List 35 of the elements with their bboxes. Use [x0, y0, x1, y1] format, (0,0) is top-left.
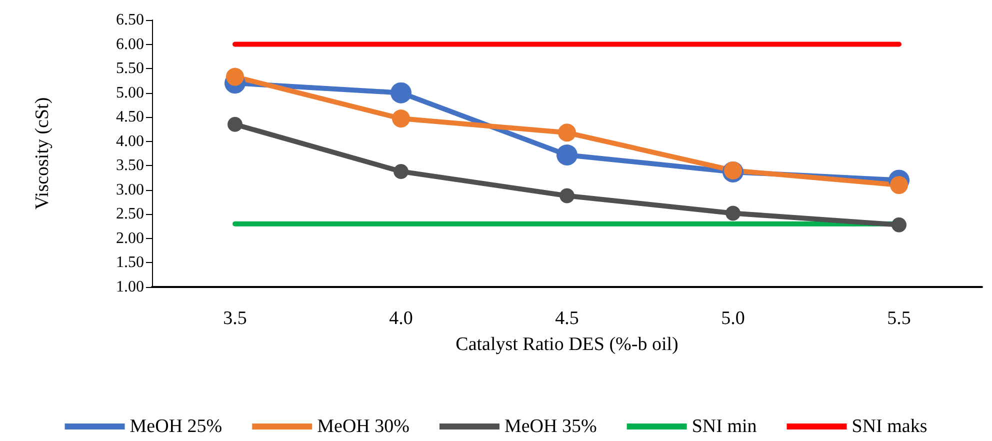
point [892, 217, 906, 232]
y-tick-label: 4.50 [116, 108, 144, 126]
x-tick-label: 4.5 [555, 308, 579, 329]
y-tick-label: 5.50 [116, 60, 144, 78]
point [558, 124, 576, 142]
point [726, 206, 740, 221]
y-tick-label: 3.00 [116, 181, 144, 198]
point [390, 82, 412, 104]
point [556, 144, 578, 166]
y-tick-label: 4.00 [116, 132, 144, 150]
y-tick-label: 1.50 [116, 254, 144, 272]
y-tick-label: 6.50 [116, 12, 144, 28]
point [226, 68, 244, 86]
y-tick-label: 6.00 [116, 36, 144, 53]
legend-label: MeOH 30% [317, 416, 410, 437]
legend-label: SNI min [692, 416, 758, 437]
y-tick-label: 2.50 [116, 206, 144, 223]
legend-label: SNI maks [852, 416, 928, 437]
legend-label: MeOH 35% [504, 416, 597, 437]
point [228, 116, 242, 132]
x-tick-label: 5.0 [721, 308, 745, 329]
y-tick-label: 5.00 [116, 84, 144, 102]
y-tick-label: 2.00 [116, 230, 144, 247]
x-axis-title: Catalyst Ratio DES (%-b oil) [456, 334, 678, 355]
legend-label: MeOH 25% [130, 416, 222, 437]
point [394, 164, 408, 179]
point [890, 176, 908, 194]
x-tick-label: 3.5 [223, 308, 247, 329]
point [560, 188, 574, 204]
y-tick-label: 1.00 [116, 278, 144, 296]
x-tick-label: 5.5 [887, 308, 911, 329]
point [392, 110, 410, 128]
x-tick-label: 4.0 [389, 308, 413, 329]
y-tick-label: 3.50 [116, 157, 144, 174]
y-axis-title: Viscosity (cSt) [32, 97, 53, 210]
